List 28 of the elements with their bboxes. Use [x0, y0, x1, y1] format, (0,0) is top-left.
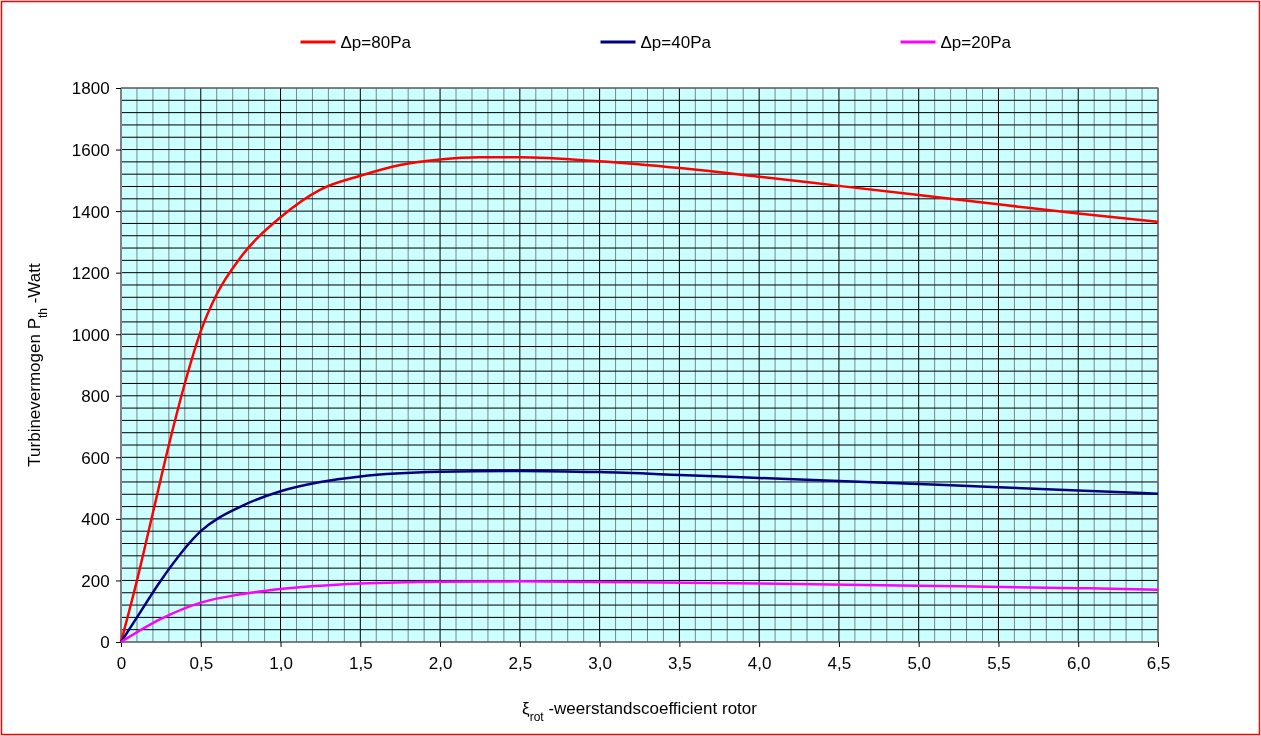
y-tick-label: 600 [81, 448, 110, 468]
y-tick-label: 400 [81, 510, 110, 530]
x-tick-label: 2,5 [508, 653, 533, 673]
x-tick-label: 4,5 [827, 653, 852, 673]
y-tick-label: 200 [81, 571, 110, 591]
legend-label: Δp=80Pa [340, 33, 412, 52]
x-tick-label: 6,5 [1146, 653, 1171, 673]
x-tick-label: 5,5 [987, 653, 1011, 673]
x-tick-label: 5,0 [907, 653, 932, 673]
y-tick-label: 1400 [71, 202, 110, 222]
x-tick-label: 6,0 [1066, 653, 1091, 673]
y-tick-label: 1600 [71, 141, 110, 161]
y-tick-label: 1800 [71, 79, 110, 99]
x-tick-label: 2,0 [428, 653, 453, 673]
x-tick-label: 0,5 [189, 653, 214, 673]
y-tick-label: 1200 [71, 264, 110, 284]
x-tick-label: 1,5 [348, 653, 373, 673]
legend-label: Δp=40Pa [640, 33, 712, 52]
y-tick-label: 800 [81, 387, 110, 407]
x-tick-label: 3,0 [588, 653, 612, 673]
x-tick-label: 3,5 [668, 653, 692, 673]
x-tick-label: 4,0 [747, 653, 772, 673]
legend-label: Δp=20Pa [940, 33, 1012, 52]
y-tick-label: 1000 [71, 325, 110, 345]
x-axis-title: ξ$_{rot}$ -weerstandscoefficient rotor [522, 699, 758, 724]
x-tick-label: 1,0 [269, 653, 293, 673]
x-tick-label: 0 [116, 653, 127, 673]
y-tick-label: 0 [100, 633, 110, 653]
